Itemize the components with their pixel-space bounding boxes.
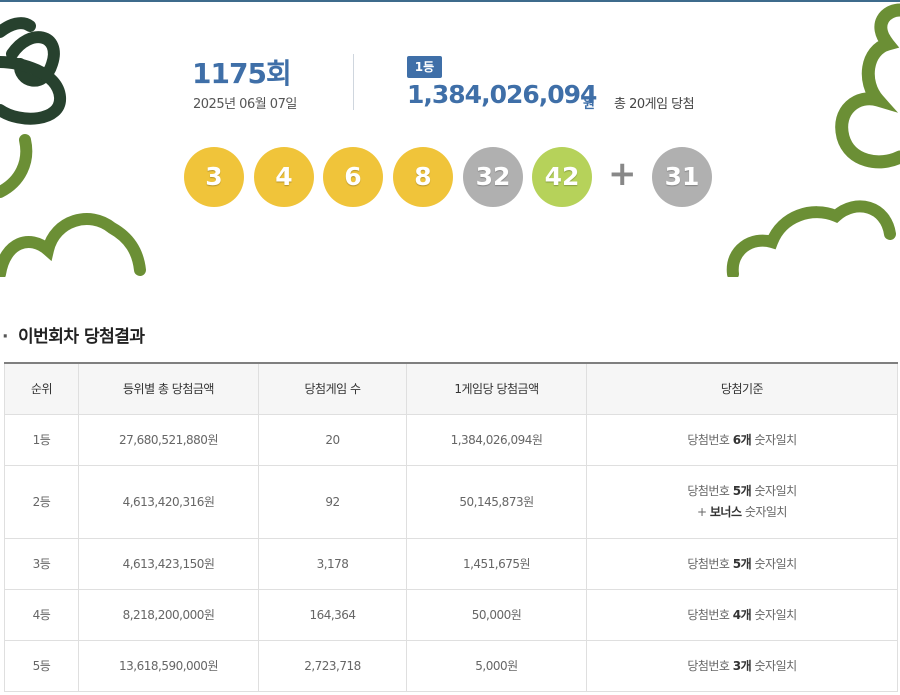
hero-divider (353, 54, 354, 110)
cell-rank: 5등 (4, 639, 79, 692)
cell-rank: 2등 (4, 464, 79, 539)
header-total: 등위별 총 당첨금액 (78, 362, 259, 415)
cell-per-game: 50,145,873원 (406, 464, 587, 539)
table-row: 3등 4,613,423,150원 3,178 1,451,675원 당첨번호 … (4, 537, 898, 590)
first-prize-amount: 1,384,026,094 (407, 80, 597, 109)
cell-rank: 1등 (4, 413, 79, 466)
cell-per-game: 5,000원 (406, 639, 587, 692)
bonus-ball: 31 (652, 147, 712, 207)
cell-criteria: 당첨번호 3개 숫자일치 (586, 639, 898, 692)
cell-total: 4,613,423,150원 (78, 537, 259, 590)
cell-total: 13,618,590,000원 (78, 639, 259, 692)
header-criteria: 당첨기준 (586, 362, 898, 415)
winning-ball-6: 42 (532, 147, 592, 207)
first-prize-badge: 1등 (407, 56, 442, 78)
winning-ball-3: 6 (323, 147, 383, 207)
cell-rank: 3등 (4, 537, 79, 590)
round-number: 1175회 (192, 57, 292, 90)
cell-criteria: 당첨번호 5개 숫자일치 (586, 537, 898, 590)
top-border (0, 0, 900, 2)
cell-winners: 92 (258, 464, 407, 539)
plus-sign: + (608, 154, 637, 194)
cell-per-game: 1,451,675원 (406, 537, 587, 590)
prize-results-table: 순위 등위별 총 당첨금액 당첨게임 수 1게임당 당첨금액 당첨기준 1등 2… (4, 362, 898, 692)
section-title: · 이번회차 당첨결과 (2, 322, 145, 347)
cell-rank: 4등 (4, 588, 79, 641)
header-per-game: 1게임당 당첨금액 (406, 362, 587, 415)
header-rank: 순위 (4, 362, 79, 415)
first-prize-unit: 원 (583, 97, 595, 112)
cell-total: 4,613,420,316원 (78, 464, 259, 539)
first-prize-games: 총 20게임 당첨 (614, 97, 695, 112)
table-row: 1등 27,680,521,880원 20 1,384,026,094원 당첨번… (4, 413, 898, 466)
cell-winners: 164,364 (258, 588, 407, 641)
cell-criteria: 당첨번호 5개 숫자일치 + 보너스 숫자일치 (586, 464, 898, 539)
cell-winners: 3,178 (258, 537, 407, 590)
cell-total: 8,218,200,000원 (78, 588, 259, 641)
winning-ball-1: 3 (184, 147, 244, 207)
section-bullet: · (2, 327, 8, 347)
section-title-text: 이번회차 당첨결과 (17, 327, 145, 347)
cell-winners: 2,723,718 (258, 639, 407, 692)
table-row: 2등 4,613,420,316원 92 50,145,873원 당첨번호 5개… (4, 464, 898, 539)
cell-per-game: 50,000원 (406, 588, 587, 641)
draw-result-hero: 1175회 2025년 06월 07일 1등 1,384,026,094 원 총… (0, 2, 900, 277)
winning-ball-5: 32 (463, 147, 523, 207)
cell-per-game: 1,384,026,094원 (406, 413, 587, 466)
table-row: 5등 13,618,590,000원 2,723,718 5,000원 당첨번호… (4, 639, 898, 692)
winning-ball-4: 8 (393, 147, 453, 207)
header-winners: 당첨게임 수 (258, 362, 407, 415)
table-row: 4등 8,218,200,000원 164,364 50,000원 당첨번호 4… (4, 588, 898, 641)
cell-total: 27,680,521,880원 (78, 413, 259, 466)
cell-winners: 20 (258, 413, 407, 466)
draw-date: 2025년 06월 07일 (193, 97, 297, 112)
winning-ball-2: 4 (254, 147, 314, 207)
cell-criteria: 당첨번호 4개 숫자일치 (586, 588, 898, 641)
cell-criteria: 당첨번호 6개 숫자일치 (586, 413, 898, 466)
decorative-shapes (0, 3, 900, 277)
table-header-row: 순위 등위별 총 당첨금액 당첨게임 수 1게임당 당첨금액 당첨기준 (4, 362, 898, 415)
